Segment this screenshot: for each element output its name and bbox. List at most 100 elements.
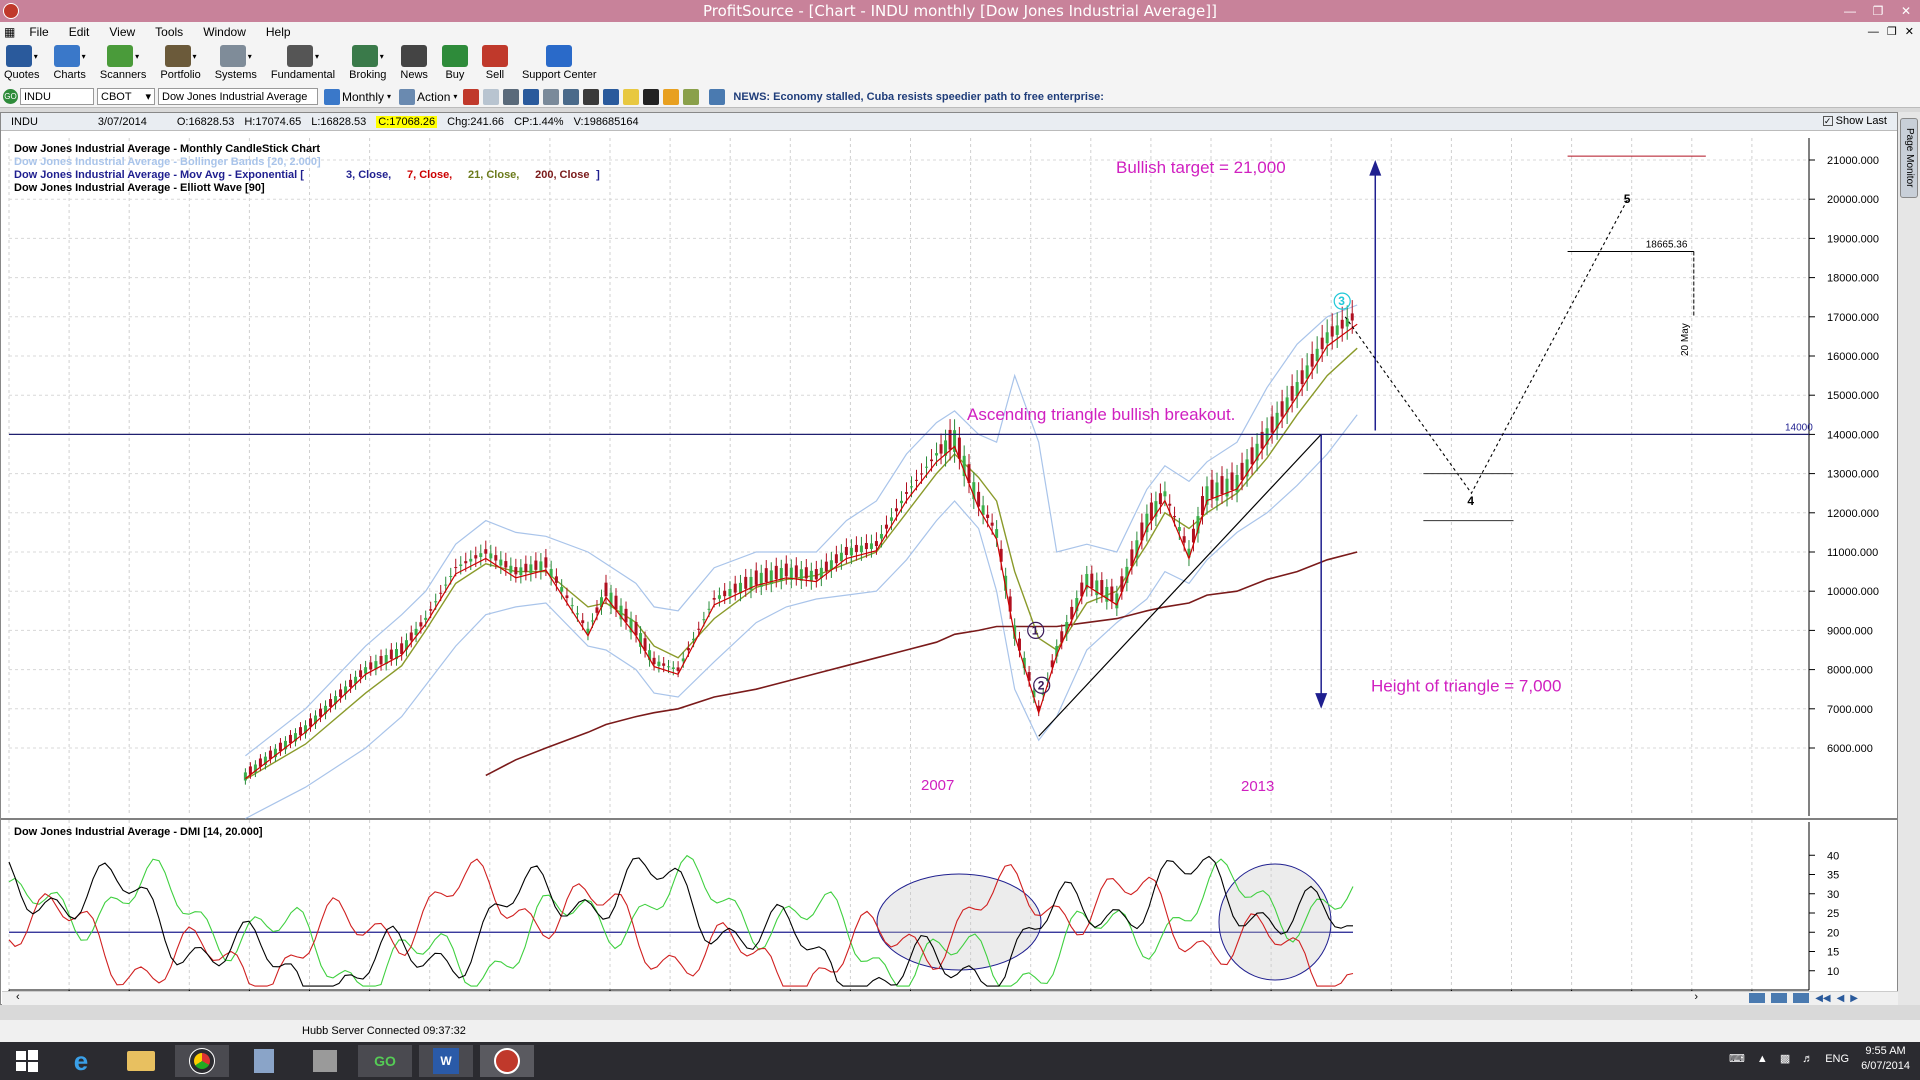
toolbar-buy-button[interactable]: Buy [441, 42, 468, 81]
zoom-out-icon[interactable] [1771, 993, 1788, 1003]
fundamental-icon [287, 45, 313, 67]
page-monitor-tab[interactable]: Page Monitor [1900, 118, 1918, 198]
dmi-tick-label: 20 [1827, 927, 1839, 939]
app-grid-icon[interactable] [298, 1045, 352, 1077]
toolbar-scanners-button[interactable]: ▾ Scanners [100, 42, 146, 81]
candle-body [1149, 502, 1153, 521]
network-icon[interactable]: ▩ [1779, 1052, 1791, 1065]
signal-icon[interactable] [683, 88, 700, 105]
go-trading-icon[interactable]: GO [358, 1045, 412, 1077]
prev-bar-icon[interactable]: ◀ [1836, 993, 1845, 1004]
bulb-icon[interactable] [623, 88, 640, 105]
action-menu[interactable]: Action [417, 89, 451, 104]
security-name-field[interactable] [158, 88, 318, 105]
candle-body [819, 567, 823, 578]
file-explorer-icon[interactable] [114, 1045, 168, 1077]
word-icon[interactable]: W [419, 1045, 473, 1077]
next-bar-icon[interactable]: ▶ [1850, 993, 1858, 1004]
chevron-down-icon[interactable]: ▾ [33, 51, 38, 61]
star-icon[interactable] [663, 88, 680, 105]
arrow-down-icon[interactable] [463, 88, 480, 105]
truck-icon[interactable] [643, 88, 660, 105]
volume-icon[interactable]: ♬ [1802, 1052, 1814, 1065]
arrow-up-icon [1369, 160, 1382, 176]
period-select[interactable]: Monthly [342, 89, 385, 104]
menu-help[interactable]: Help [265, 25, 291, 39]
tray-expand-icon[interactable]: ▲ [1756, 1052, 1768, 1065]
internet-explorer-icon[interactable]: e [73, 1045, 89, 1076]
candle-body [248, 766, 252, 775]
candle-body [449, 576, 453, 578]
close-button[interactable]: ✕ [1900, 4, 1912, 18]
chrome-icon[interactable] [175, 1045, 229, 1077]
candle-body [439, 592, 443, 594]
exchange-select[interactable]: CBOT ▾ [97, 88, 155, 105]
candle-body [253, 764, 257, 773]
scroll-right-icon[interactable]: › [1694, 991, 1698, 1003]
zoom-in-icon[interactable] [1749, 993, 1766, 1003]
first-bar-icon[interactable]: ◀◀ [1815, 993, 1831, 1004]
toolbar-support-center-button[interactable]: Support Center [522, 42, 597, 81]
child-window-icon[interactable]: ▦ [4, 25, 16, 39]
keyboard-icon[interactable]: ⌨ [1729, 1052, 1745, 1065]
price-chart[interactable]: 21000.00020000.00019000.00018000.0001700… [1, 132, 1897, 992]
candle-body [707, 608, 711, 610]
candle-body [258, 758, 262, 767]
zoom-icon[interactable] [523, 88, 540, 105]
language-indicator[interactable]: ENG [1825, 1052, 1850, 1065]
minimize-button[interactable]: — [1844, 4, 1856, 18]
child-close-button[interactable]: ✕ [1904, 26, 1914, 38]
chevron-down-icon[interactable]: ▾ [192, 51, 197, 61]
child-restore-button[interactable]: ❐ [1886, 26, 1897, 38]
binoculars-icon[interactable] [543, 88, 560, 105]
toolbar-charts-button[interactable]: ▾ Charts [53, 42, 86, 81]
quotes-icon [5, 45, 32, 67]
clock[interactable]: 9:55 AM 6/07/2014 [1861, 1045, 1910, 1072]
menu-edit[interactable]: Edit [68, 25, 90, 39]
calculator-icon[interactable] [237, 1045, 291, 1077]
toolbar-fundamental-button[interactable]: ▾ Fundamental [271, 42, 335, 81]
chevron-down-icon[interactable]: ▾ [379, 51, 384, 61]
app-icon[interactable] [3, 3, 19, 19]
candle-body [681, 658, 685, 662]
scroll-left-icon[interactable]: ‹ [16, 991, 20, 1003]
menu-window[interactable]: Window [203, 25, 246, 39]
info-volume: V:198685164 [573, 115, 639, 128]
candle-body [889, 517, 893, 521]
toolbar-systems-button[interactable]: ▾ Systems [215, 42, 257, 81]
fit-icon[interactable] [1793, 993, 1810, 1003]
toolbar-label: Fundamental [270, 69, 336, 81]
candle-body [334, 696, 338, 704]
show-last-checkbox[interactable]: ✓ [1822, 116, 1833, 126]
tools-icon[interactable] [583, 88, 600, 105]
chart-scrollbar[interactable]: ‹ › ◀◀ ◀ ▶ [2, 991, 1898, 1005]
menu-view[interactable]: View [109, 25, 136, 39]
chevron-down-icon[interactable]: ▾ [135, 51, 140, 61]
buy-icon [441, 45, 468, 67]
toolbar-portfolio-button[interactable]: ▾ Portfolio [160, 42, 201, 81]
show-last-toggle[interactable]: ✓ Show Last [1822, 115, 1887, 127]
profitsource-icon[interactable] [480, 1045, 534, 1077]
menu-tools[interactable]: Tools [155, 25, 184, 39]
chevron-down-icon[interactable]: ▾ [81, 51, 86, 61]
print-icon[interactable] [563, 88, 580, 105]
page-icon[interactable] [483, 88, 500, 105]
news-ticker[interactable]: NEWS: Economy stalled, Cuba resists spee… [733, 90, 1104, 103]
legend-ma-param: 21, Close, [468, 169, 519, 181]
toolbar-quotes-button[interactable]: ▾ Quotes [4, 42, 39, 81]
restore-button[interactable]: ❐ [1872, 4, 1884, 18]
candle-body [1032, 690, 1036, 698]
go-button[interactable]: GO [3, 89, 18, 104]
menu-file[interactable]: File [29, 25, 49, 39]
chart-icon[interactable] [603, 88, 620, 105]
toolbar-broking-button[interactable]: ▾ Broking [349, 42, 386, 81]
chevron-down-icon[interactable]: ▾ [247, 51, 252, 61]
crosshair-icon[interactable] [503, 88, 520, 105]
candle-body [414, 628, 418, 636]
chevron-down-icon[interactable]: ▾ [315, 51, 320, 61]
start-icon[interactable] [0, 1045, 54, 1077]
toolbar-sell-button[interactable]: Sell [481, 42, 508, 81]
symbol-input[interactable] [20, 88, 94, 105]
child-minimize-button[interactable]: — [1867, 26, 1879, 38]
toolbar-news-button[interactable]: News [400, 42, 428, 81]
